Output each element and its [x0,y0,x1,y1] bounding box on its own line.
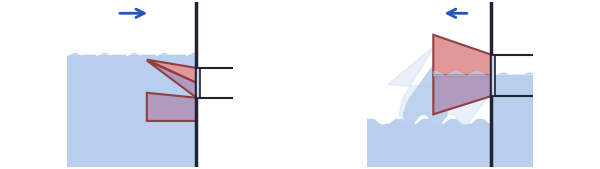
Polygon shape [388,46,489,156]
Polygon shape [367,117,491,167]
Bar [67,55,196,167]
Polygon shape [404,51,448,148]
Polygon shape [491,73,533,77]
Bar [491,75,600,167]
Bar [491,55,494,96]
Polygon shape [433,75,491,114]
Polygon shape [433,35,491,75]
Bar [196,68,200,98]
Polygon shape [67,52,196,58]
Polygon shape [147,93,196,121]
Polygon shape [147,61,196,98]
Polygon shape [147,60,196,83]
